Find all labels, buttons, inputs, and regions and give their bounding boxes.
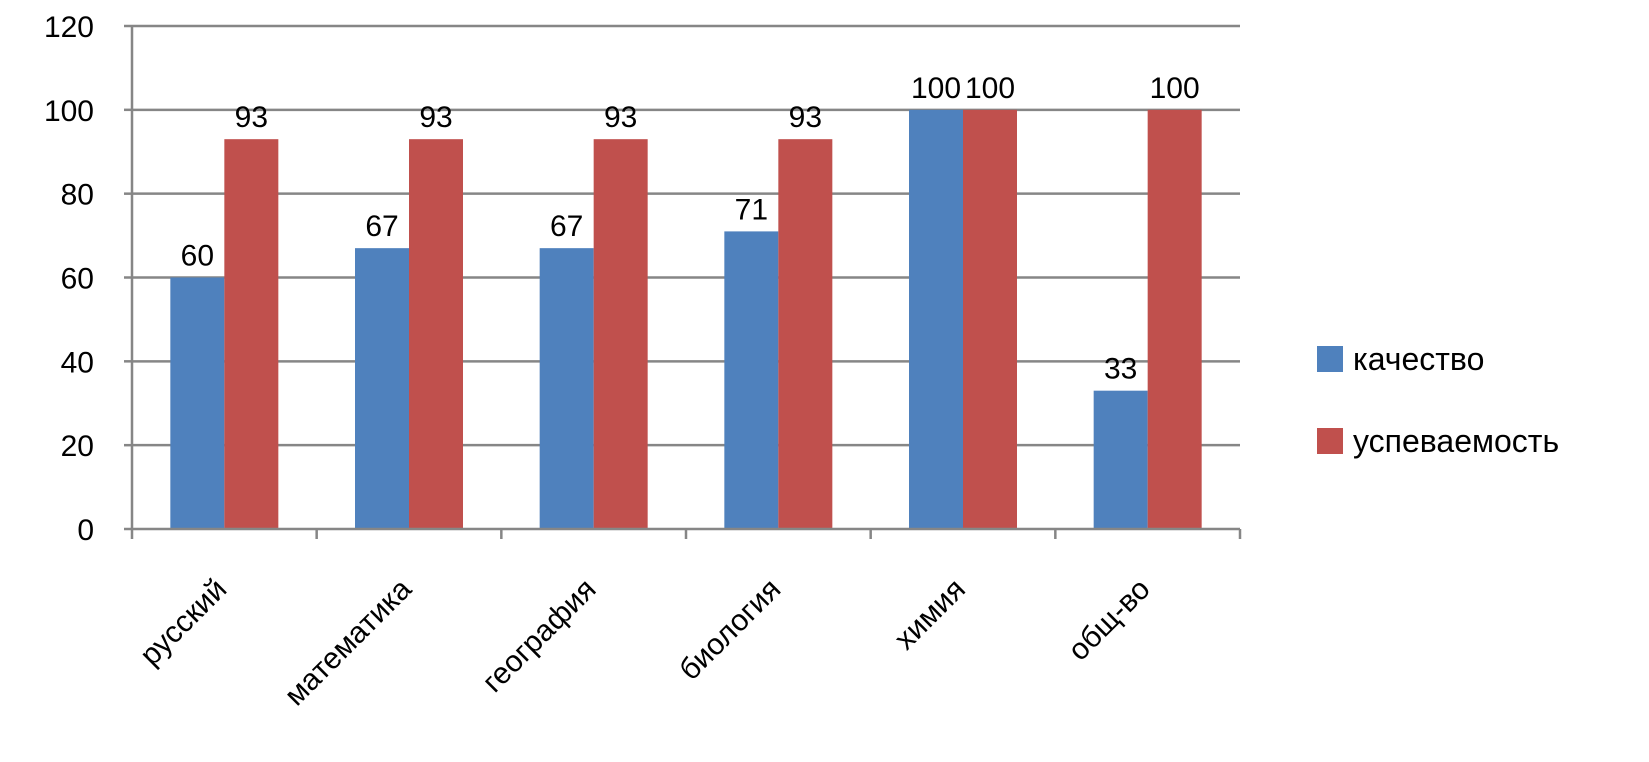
y-tick-label: 60 xyxy=(61,263,94,296)
data-label-progress-4: 100 xyxy=(965,72,1015,105)
bar-quality-3 xyxy=(724,231,779,529)
data-label-quality-2: 67 xyxy=(550,210,583,243)
data-label-quality-0: 60 xyxy=(181,240,214,273)
legend-swatch-progress xyxy=(1317,428,1343,454)
x-category-label: биология xyxy=(673,573,787,687)
y-tick-label: 100 xyxy=(44,95,94,128)
x-category-label: русский xyxy=(134,573,233,672)
data-label-progress-2: 93 xyxy=(604,101,637,134)
y-tick-label: 120 xyxy=(44,11,94,44)
bar-progress-3 xyxy=(778,139,833,530)
bar-progress-5 xyxy=(1147,109,1202,529)
data-label-quality-4: 100 xyxy=(911,72,961,105)
legend: качество успеваемость xyxy=(1317,341,1559,459)
bar-quality-1 xyxy=(355,248,409,530)
legend-label-quality: качество xyxy=(1353,341,1484,377)
data-label-progress-3: 93 xyxy=(789,101,822,134)
bar-quality-5 xyxy=(1093,390,1148,529)
bar-quality-0 xyxy=(170,277,225,529)
data-label-quality-3: 71 xyxy=(735,193,768,226)
x-category-label: математика xyxy=(278,572,418,712)
bar-quality-2 xyxy=(539,248,594,530)
bars xyxy=(170,109,1202,530)
bar-quality-4 xyxy=(909,109,963,529)
y-tick-label: 80 xyxy=(61,179,94,212)
y-tick-label: 0 xyxy=(77,514,94,547)
x-category-label: география xyxy=(476,573,602,699)
data-label-progress-1: 93 xyxy=(419,101,452,134)
gridlines xyxy=(132,24,1240,447)
data-label-progress-5: 100 xyxy=(1150,72,1200,105)
x-category-label: химия xyxy=(888,573,972,657)
y-axis: 0 20 40 60 80 100 120 xyxy=(44,11,134,547)
data-label-quality-5: 33 xyxy=(1104,353,1137,386)
x-axis: русский математика география биология химия о… xyxy=(132,527,1242,712)
bar-progress-2 xyxy=(593,139,648,530)
bar-progress-4 xyxy=(963,109,1017,529)
x-category-label: общ-во xyxy=(1062,573,1157,668)
data-label-quality-1: 67 xyxy=(365,210,398,243)
y-tick-label: 20 xyxy=(61,430,94,463)
bar-progress-0 xyxy=(224,139,279,530)
y-tick-label: 40 xyxy=(61,346,94,379)
data-label-progress-0: 93 xyxy=(235,101,268,134)
bar-progress-1 xyxy=(409,139,463,530)
legend-label-progress: успеваемость xyxy=(1353,423,1559,459)
legend-swatch-quality xyxy=(1317,346,1343,372)
